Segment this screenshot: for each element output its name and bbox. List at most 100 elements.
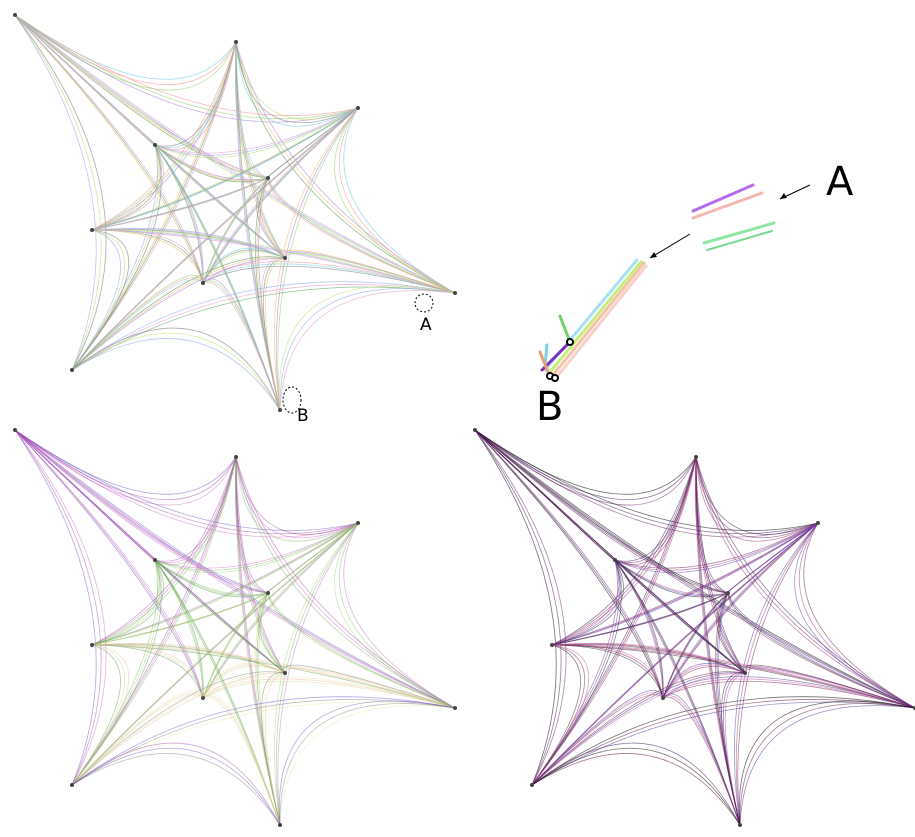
edge [14,14,237,85]
edge [14,14,359,123]
edge [154,559,281,826]
edge [71,559,162,786]
overview-label-a: A [420,315,432,335]
edge [154,107,359,156]
edge [14,429,286,674]
edge [14,429,107,786]
edge [264,257,286,411]
edge [71,672,286,786]
edge [14,429,269,594]
edge [14,429,237,500]
edge [91,559,164,646]
edge [202,676,456,709]
edge [91,41,237,231]
edge [256,592,281,826]
edge [273,107,359,411]
edge [14,14,107,371]
edge [263,672,286,826]
edge [202,251,286,284]
edge [14,429,237,506]
edge [551,644,915,709]
edge [91,41,237,231]
node [234,40,238,44]
edge [737,522,819,826]
edge [275,522,359,826]
edge [154,522,359,573]
edge [154,522,359,571]
edge [551,559,622,646]
edge [474,429,664,699]
edge [267,177,456,294]
edge [551,456,697,646]
edge [91,456,237,646]
edge [71,327,281,411]
edge [695,456,915,709]
edge [531,672,746,786]
edge [551,644,915,709]
node [453,291,457,295]
edge [154,107,359,158]
zoom-node [566,338,574,346]
node [234,455,238,459]
edge [255,592,281,826]
edge [14,429,102,786]
edge [91,456,237,646]
edge [202,263,456,294]
node [550,643,554,647]
edge [735,522,819,826]
edge [614,522,819,569]
edge [202,664,286,699]
edge [235,41,359,127]
edge [739,703,915,826]
edge [695,456,819,542]
edge [338,107,456,294]
edge [14,14,286,259]
edge [71,696,456,786]
node [153,558,157,562]
edge [235,456,281,826]
edge [275,107,359,411]
edge [202,592,269,699]
edge [91,144,162,231]
edge [474,429,915,709]
edge [154,456,237,565]
arrow-a-head [780,193,787,199]
node [726,591,730,595]
edge [235,41,359,120]
edge [531,742,741,826]
edge [14,429,269,594]
edge [614,559,729,596]
edge [91,456,237,646]
edge [14,429,359,535]
edge [14,429,237,495]
edge [202,261,456,294]
node [278,823,282,827]
edge [739,705,915,826]
node [201,696,205,700]
overview-label-b: B [297,406,309,426]
edge [474,429,567,786]
edge [551,522,819,646]
edge [551,522,819,646]
edge [91,177,269,231]
zoom-edge [706,230,773,251]
edge [278,285,456,411]
graph-panel-source-colored [13,428,457,827]
zoom-panel [538,183,776,382]
arrow-b [649,233,691,259]
edge [154,144,269,183]
edge [235,456,286,674]
edge [264,672,286,826]
edge [259,592,286,674]
node [153,143,157,147]
edge [14,14,204,284]
edge [662,693,741,826]
edge [71,644,122,786]
edge [14,429,359,538]
edge [14,14,204,284]
edge [91,592,269,646]
edge [267,177,456,294]
edge [531,689,664,786]
edge [14,429,456,709]
zoom-edge [702,221,776,245]
